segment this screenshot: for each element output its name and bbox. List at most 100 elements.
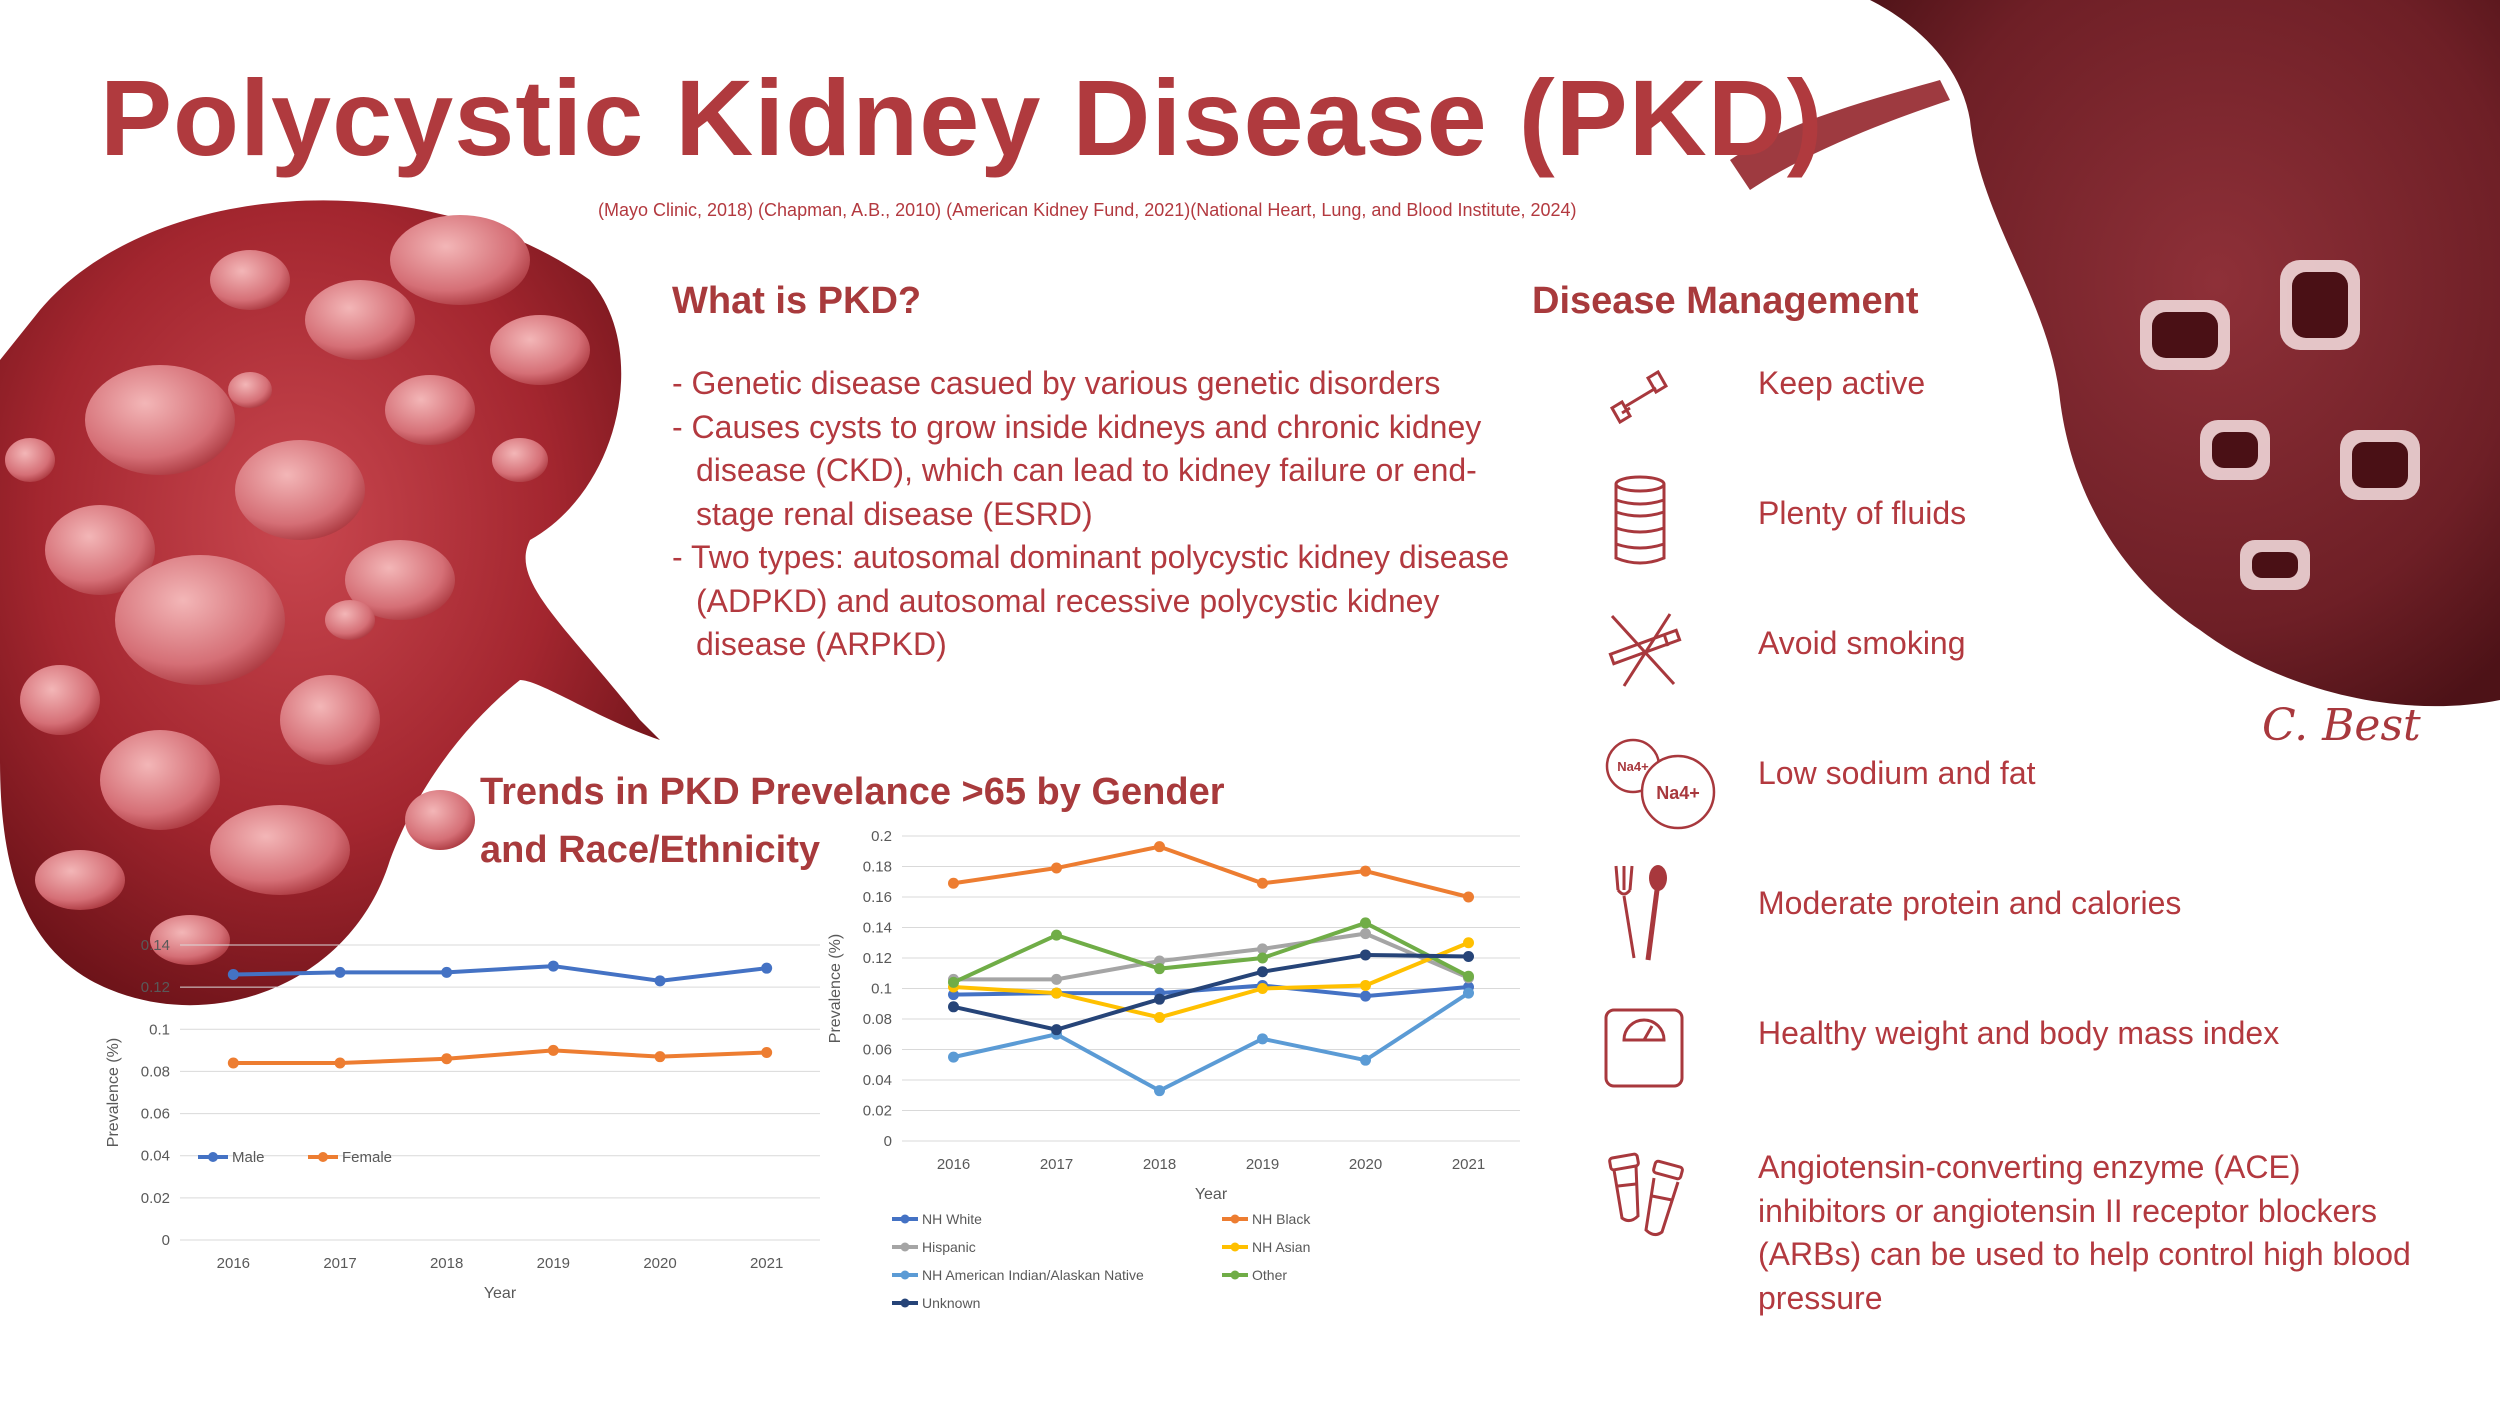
trends-heading-line2: and Race/Ethnicity — [480, 829, 820, 871]
chart-gender: 0 0.02 0.04 0.06 0.08 0.1 0.12 0.14 2016 2017 2018… — [105, 937, 820, 1302]
sodium-icon: Na4+ Na4+ — [1605, 738, 1716, 830]
data-point — [1463, 891, 1474, 903]
fork-spoon-icon — [1614, 865, 1667, 961]
mgmt-avoid-smoking: Avoid smoking — [1758, 625, 1966, 661]
fluid-can-icon — [1614, 475, 1666, 565]
data-point — [1257, 877, 1268, 889]
data-point — [547, 960, 559, 972]
dumbbell-icon — [1609, 369, 1669, 425]
data-point — [1257, 983, 1268, 994]
y-tick-label: 0.04 — [863, 1072, 892, 1089]
data-point — [1154, 963, 1165, 975]
data-point — [1463, 970, 1474, 982]
mgmt-plenty-of-fluids: Plenty of fluids — [1758, 495, 1967, 531]
legend-marker — [1230, 1214, 1240, 1224]
y-tick-label: 0.06 — [141, 1106, 170, 1123]
data-point — [1360, 979, 1371, 991]
x-tick-label: 2020 — [643, 1255, 676, 1272]
data-point — [441, 1053, 453, 1065]
legend-label: NH Asian — [1252, 1239, 1310, 1255]
x-tick-label: 2016 — [937, 1156, 970, 1173]
series-line-nh-black — [953, 844, 1469, 899]
mgmt-keep-active: Keep active — [1758, 365, 1926, 401]
y-tick-label: 0.14 — [863, 920, 892, 937]
x-tick-label: 2018 — [430, 1255, 463, 1272]
data-point — [1463, 987, 1474, 999]
legend-marker — [900, 1270, 910, 1280]
legend-label: NH Black — [1252, 1211, 1311, 1227]
data-point — [1463, 937, 1474, 949]
data-point — [1360, 949, 1371, 961]
scale-icon — [1604, 1008, 1684, 1088]
data-point — [948, 877, 959, 889]
data-point — [227, 1057, 239, 1069]
data-point — [761, 962, 773, 974]
data-point — [1463, 950, 1474, 962]
x-tick-label: 2019 — [1246, 1156, 1279, 1173]
kidney-illustration-right — [1730, 0, 2500, 707]
artist-signature: C. Best — [2262, 700, 2421, 751]
data-point — [1154, 1011, 1165, 1023]
y-tick-label: 0 — [162, 1232, 170, 1249]
legend-marker — [900, 1214, 910, 1224]
series-line-female — [233, 1048, 767, 1065]
data-point — [1360, 928, 1371, 940]
x-tick-label: 2016 — [217, 1255, 250, 1272]
data-point — [334, 966, 346, 978]
citation: (Mayo Clinic, 2018) (Chapman, A.B., 2010… — [598, 200, 1577, 220]
what-is-pkd-heading: What is PKD? — [672, 280, 922, 322]
list-item: - Two types: autosomal dominant polycyst… — [672, 539, 1510, 662]
page-title: Polycystic Kidney Disease (PKD) — [100, 57, 1824, 178]
list-item: - Causes cysts to grow inside kidneys an… — [672, 408, 1482, 532]
no-smoking-icon — [1608, 613, 1682, 687]
data-point — [948, 1051, 959, 1063]
kidney-illustration-left — [0, 200, 660, 1006]
data-point — [654, 975, 666, 987]
data-point — [948, 1001, 959, 1013]
sodium-label-large: Na4+ — [1656, 783, 1700, 803]
legend-marker — [900, 1298, 910, 1308]
sodium-label-small: Na4+ — [1617, 759, 1649, 774]
y-tick-label: 0 — [884, 1133, 892, 1150]
legend-marker — [208, 1152, 218, 1162]
data-point — [1051, 929, 1062, 941]
data-point — [1257, 1033, 1268, 1045]
data-point — [948, 976, 959, 988]
mgmt-moderate-protein: Moderate protein and calories — [1758, 885, 2182, 921]
y-axis-label: Prevalence (%) — [105, 1038, 122, 1147]
legend-marker — [900, 1242, 910, 1252]
data-point — [227, 969, 239, 980]
x-tick-label: 2018 — [1143, 1156, 1176, 1173]
legend-label: NH American Indian/Alaskan Native — [922, 1267, 1144, 1283]
data-point — [1154, 955, 1165, 967]
y-tick-label: 0.02 — [863, 1103, 892, 1120]
data-point — [1360, 990, 1371, 1002]
y-tick-label: 0.12 — [863, 950, 892, 967]
y-tick-label: 0.12 — [141, 979, 170, 996]
data-point — [1257, 966, 1268, 978]
legend-label: Male — [232, 1149, 265, 1166]
data-point — [1257, 952, 1268, 964]
data-point — [1154, 1085, 1165, 1097]
y-tick-label: 0.1 — [149, 1021, 170, 1038]
list-item: - Genetic disease casued by various gene… — [672, 365, 1441, 401]
data-point — [1051, 973, 1062, 985]
legend-marker — [1230, 1242, 1240, 1252]
data-point — [334, 1057, 346, 1069]
x-tick-label: 2017 — [323, 1255, 356, 1272]
data-point — [1154, 841, 1165, 853]
x-axis-label: Year — [484, 1285, 517, 1302]
x-axis-label: Year — [1195, 1186, 1228, 1203]
x-tick-label: 2021 — [750, 1255, 783, 1272]
chart-race: 0 0.02 0.04 0.06 0.08 0.1 0.12 0.14 0.16 0.18 0.2 2… — [827, 828, 1520, 1311]
x-tick-label: 2019 — [537, 1255, 570, 1272]
y-tick-label: 0.04 — [141, 1148, 170, 1165]
x-tick-label: 2020 — [1349, 1156, 1382, 1173]
y-tick-label: 0.18 — [863, 859, 892, 876]
what-is-pkd-list: - Genetic disease casued by various gene… — [672, 362, 1512, 667]
data-point — [1360, 1054, 1371, 1066]
data-point — [1154, 993, 1165, 1005]
data-point — [441, 966, 453, 978]
legend-marker — [318, 1152, 328, 1162]
y-tick-label: 0.02 — [141, 1190, 170, 1207]
